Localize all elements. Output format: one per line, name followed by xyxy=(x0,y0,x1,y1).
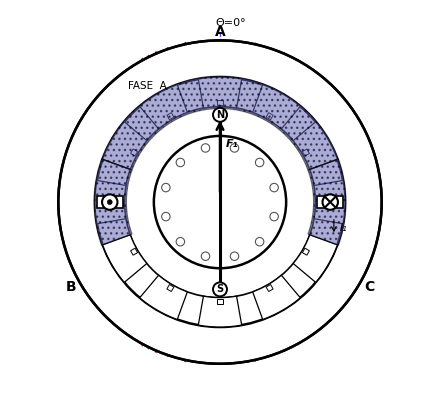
Text: I₁: I₁ xyxy=(339,223,347,233)
Polygon shape xyxy=(302,149,309,156)
Polygon shape xyxy=(118,199,123,205)
Text: B: B xyxy=(66,280,76,293)
Circle shape xyxy=(230,252,239,260)
Text: N: N xyxy=(216,110,224,120)
Circle shape xyxy=(176,237,185,246)
Circle shape xyxy=(270,213,279,221)
Circle shape xyxy=(161,213,170,221)
Circle shape xyxy=(323,194,338,210)
Circle shape xyxy=(125,107,315,297)
Polygon shape xyxy=(302,248,309,255)
Polygon shape xyxy=(253,275,301,320)
Circle shape xyxy=(161,183,170,192)
Circle shape xyxy=(213,108,227,122)
Polygon shape xyxy=(253,85,301,129)
Polygon shape xyxy=(293,122,337,169)
Text: A: A xyxy=(215,24,225,39)
Polygon shape xyxy=(167,113,174,120)
Polygon shape xyxy=(167,284,174,292)
Polygon shape xyxy=(266,284,273,292)
Polygon shape xyxy=(97,196,123,208)
Text: F₁: F₁ xyxy=(226,139,238,149)
Polygon shape xyxy=(317,199,322,205)
Polygon shape xyxy=(266,113,273,120)
Text: C: C xyxy=(364,280,374,293)
Polygon shape xyxy=(94,159,132,245)
Text: FASE  A: FASE A xyxy=(128,81,167,91)
Polygon shape xyxy=(139,85,187,129)
Polygon shape xyxy=(131,149,138,156)
Circle shape xyxy=(255,237,264,246)
Polygon shape xyxy=(198,77,242,108)
Circle shape xyxy=(102,194,117,210)
Polygon shape xyxy=(103,235,147,282)
Circle shape xyxy=(270,183,279,192)
Polygon shape xyxy=(308,159,346,245)
Circle shape xyxy=(176,158,185,167)
Polygon shape xyxy=(139,275,187,320)
Circle shape xyxy=(95,77,345,327)
Circle shape xyxy=(230,144,239,152)
Polygon shape xyxy=(95,181,126,224)
Polygon shape xyxy=(198,296,242,327)
Circle shape xyxy=(59,40,381,364)
Polygon shape xyxy=(293,235,337,282)
Circle shape xyxy=(201,252,210,260)
Polygon shape xyxy=(217,299,223,304)
Text: Θ=0°: Θ=0° xyxy=(216,17,246,28)
Polygon shape xyxy=(314,181,345,224)
Circle shape xyxy=(154,136,286,268)
Circle shape xyxy=(255,158,264,167)
Polygon shape xyxy=(102,76,338,170)
Text: S: S xyxy=(216,284,224,294)
Circle shape xyxy=(107,200,112,205)
Circle shape xyxy=(201,144,210,152)
Polygon shape xyxy=(103,122,147,169)
Polygon shape xyxy=(131,248,138,255)
Circle shape xyxy=(213,282,227,296)
Polygon shape xyxy=(217,100,223,105)
Polygon shape xyxy=(317,196,343,208)
